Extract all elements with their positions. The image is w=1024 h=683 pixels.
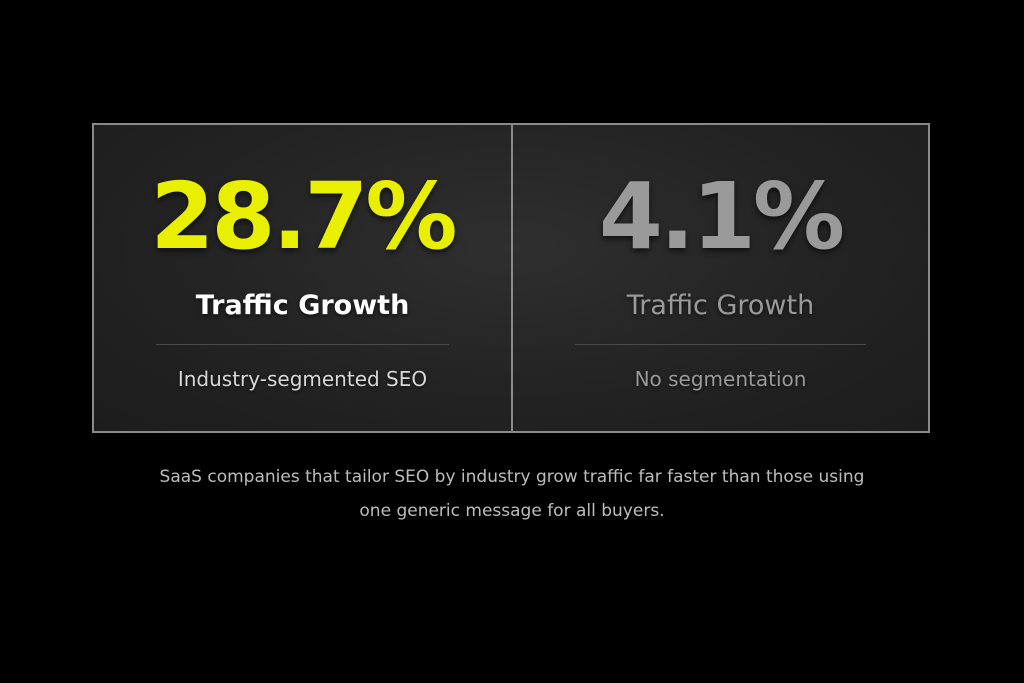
stat-caption: No segmentation	[634, 367, 807, 391]
stat-panel-unsegmented: 4.1% Traffic Growth No segmentation	[511, 125, 928, 431]
stat-label: Traffic Growth	[626, 290, 815, 321]
summary-line: SaaS companies that tailor SEO by indust…	[159, 467, 865, 487]
stat-value: 4.1%	[598, 163, 845, 270]
summary-line: one generic message for all buyers.	[359, 501, 665, 521]
stat-caption: Industry-segmented SEO	[177, 367, 428, 391]
stat-label: Traffic Growth	[195, 290, 410, 321]
divider	[156, 344, 449, 345]
comparison-board: 28.7% Traffic Growth Industry-segmented …	[92, 123, 930, 433]
stat-value: 28.7%	[150, 163, 457, 270]
summary-text: SaaS companies that tailor SEO by indust…	[112, 460, 912, 528]
stat-panel-segmented: 28.7% Traffic Growth Industry-segmented …	[94, 125, 511, 431]
divider	[575, 344, 866, 345]
